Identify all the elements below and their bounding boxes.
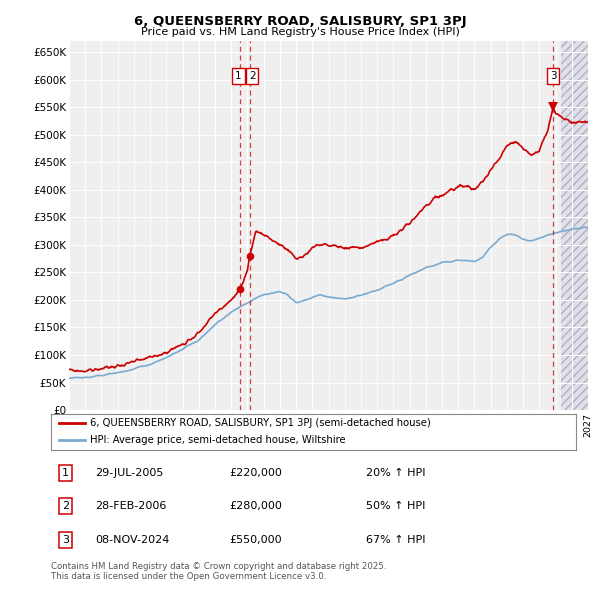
Text: 3: 3 <box>550 71 556 81</box>
Text: 28-FEB-2006: 28-FEB-2006 <box>95 502 167 511</box>
Text: 6, QUEENSBERRY ROAD, SALISBURY, SP1 3PJ (semi-detached house): 6, QUEENSBERRY ROAD, SALISBURY, SP1 3PJ … <box>91 418 431 428</box>
Text: HPI: Average price, semi-detached house, Wiltshire: HPI: Average price, semi-detached house,… <box>91 435 346 445</box>
Text: Price paid vs. HM Land Registry's House Price Index (HPI): Price paid vs. HM Land Registry's House … <box>140 27 460 37</box>
Text: 67% ↑ HPI: 67% ↑ HPI <box>366 535 425 545</box>
Text: 1: 1 <box>62 468 69 478</box>
Text: 1: 1 <box>235 71 242 81</box>
Text: 20% ↑ HPI: 20% ↑ HPI <box>366 468 425 478</box>
Text: 2: 2 <box>62 502 69 511</box>
Text: £550,000: £550,000 <box>229 535 282 545</box>
Text: 3: 3 <box>62 535 69 545</box>
Text: 08-NOV-2024: 08-NOV-2024 <box>95 535 170 545</box>
Text: 2: 2 <box>249 71 256 81</box>
Text: 6, QUEENSBERRY ROAD, SALISBURY, SP1 3PJ: 6, QUEENSBERRY ROAD, SALISBURY, SP1 3PJ <box>134 15 466 28</box>
Text: 50% ↑ HPI: 50% ↑ HPI <box>366 502 425 511</box>
Text: 29-JUL-2005: 29-JUL-2005 <box>95 468 164 478</box>
Text: Contains HM Land Registry data © Crown copyright and database right 2025.
This d: Contains HM Land Registry data © Crown c… <box>51 562 386 581</box>
Text: £220,000: £220,000 <box>229 468 283 478</box>
Text: £280,000: £280,000 <box>229 502 283 511</box>
